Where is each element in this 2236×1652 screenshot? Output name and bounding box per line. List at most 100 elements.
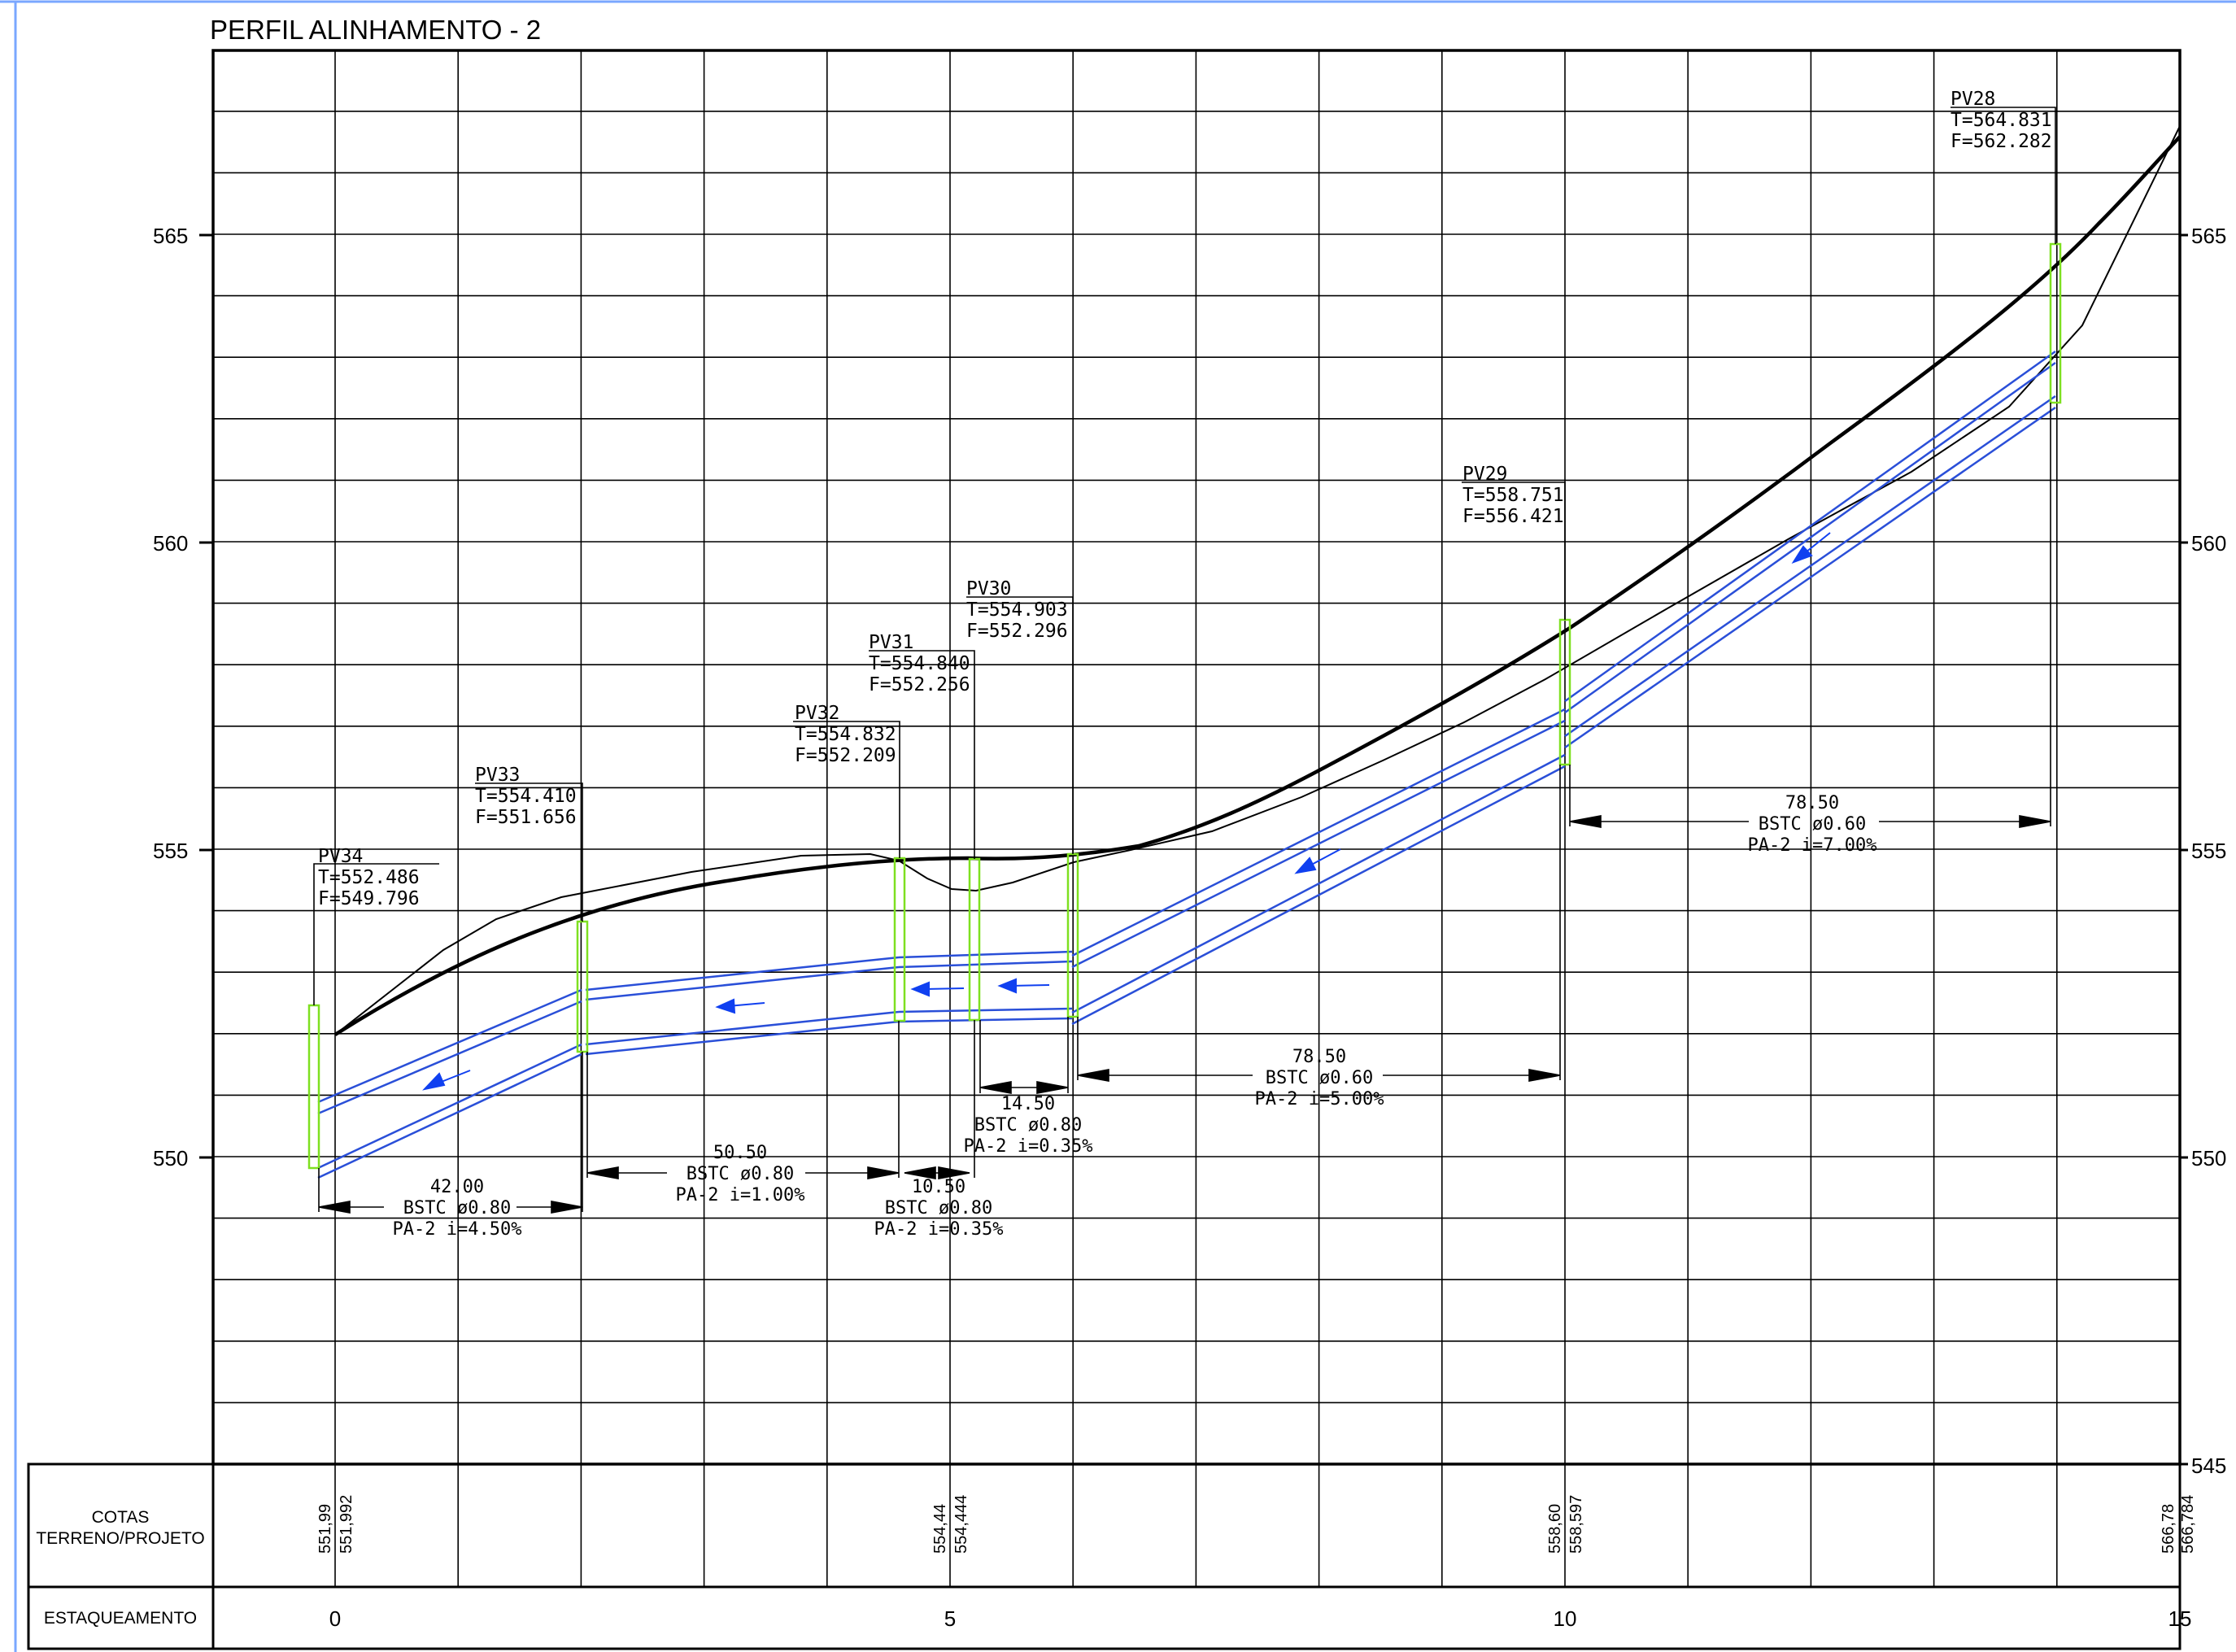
manhole-pv33 [576,920,589,1053]
segment-labels: 42.00 BSTC ø0.80 PA-2 i=4.50% 50.50 BSTC… [393,793,1877,1240]
segment-spec: BSTC ø0.60 [1759,814,1866,835]
pipe-top-3 [898,950,1073,959]
flow-arrow-head [1294,857,1317,874]
existing-terrain-line [334,125,2181,1035]
manhole-terrain: T=552.486 [318,867,420,888]
segment-length: 42.00 [430,1177,484,1197]
manhole-label-pv32: PV32 T=554.832 F=552.209 [795,703,896,766]
dimension-arrowhead [867,1166,900,1179]
flow-arrow-head [715,998,736,1014]
pipe-bot-5b [1564,406,2056,749]
dimension-arrowhead [938,1166,970,1179]
flow-arrow-shaft [922,987,965,990]
y-tick-label-right: 560 [2191,531,2226,556]
manhole-name: PV28 [1951,89,1995,110]
flow-arrows [422,532,1831,1091]
leader-pv28 [1951,107,2056,244]
y-tick-label-right: 550 [2191,1146,2226,1170]
dimension-arrowhead [979,1081,1012,1094]
flow-arrow-head [910,981,930,997]
segment-spec: BSTC ø0.80 [403,1198,511,1218]
segment-length: 78.50 [1785,793,1839,813]
y-tick-label-left: 550 [153,1146,188,1170]
leader-pv31 [869,650,975,859]
segment-spec: BSTC ø0.60 [1266,1068,1373,1088]
station-label: 0 [329,1606,341,1631]
y-tick-label-left: 560 [153,531,188,556]
cotas-label-line1: COTAS [92,1508,150,1527]
estaqueamento-label: ESTAQUEAMENTO [44,1609,197,1628]
dimension-arrowhead [1077,1069,1109,1082]
flow-arrow-head [422,1072,446,1091]
pipe-top-1 [317,988,582,1104]
project-elevation: 558,597 [1567,1495,1585,1554]
segment-slope: PA-2 i=7.00% [1748,835,1877,856]
segment-label-5: 78.50 BSTC ø0.60 PA-2 i=5.00% [1255,1047,1384,1109]
dimension-arrowhead [1528,1069,1561,1082]
manhole-terrain: T=554.840 [869,653,970,674]
manhole-label-pv30: PV30 T=554.903 F=552.296 [966,578,1068,642]
pipe-bot-1 [317,1000,582,1115]
segment-spec: BSTC ø0.80 [686,1164,794,1184]
segment-slope: PA-2 i=0.35% [964,1136,1093,1157]
drawing-title: PERFIL ALINHAMENTO - 2 [210,15,541,45]
segment-dimensions [318,403,2051,1214]
leader-pv34 [313,863,439,1005]
pipe-bot-3 [898,960,1073,969]
sewer-pipes [317,350,2056,1179]
manhole-bottom: F=556.421 [1462,506,1564,527]
manhole-bottom: F=552.296 [966,621,1068,642]
dimension-arrowhead [2019,815,2051,828]
y-axis-left: 565 560 555 550 [153,224,188,1170]
project-elevation: 566,784 [2179,1495,2197,1554]
station-label: 10 [1554,1606,1577,1631]
manhole-name: PV30 [966,578,1011,599]
manhole-bottom: F=549.796 [318,888,420,909]
manhole-bottom: F=551.656 [475,807,577,828]
dimension-arrowhead [904,1166,936,1179]
manhole-pv34 [307,1004,320,1170]
data-table [27,1462,2182,1650]
y-tick-label-right: 555 [2191,839,2226,863]
segment-length: 78.50 [1292,1047,1346,1067]
flow-arrow-head [1791,545,1813,564]
pipe-bot-2b [585,1020,900,1056]
pipe-bot-5 [1564,361,2056,714]
segment-slope: PA-2 i=4.50% [393,1219,522,1240]
leader-pv33 [475,782,583,922]
manhole-pv31 [968,857,981,1022]
table-frame [27,1462,2182,1650]
manhole-labels: PV34 T=552.486 F=549.796 PV33 T=554.410 … [318,89,2052,909]
pipe-top-5 [1564,350,2056,703]
segment-label-4: 14.50 BSTC ø0.80 PA-2 i=0.35% [964,1094,1093,1157]
manhole-bottom: F=552.209 [795,745,896,766]
dimension-arrowhead [586,1166,619,1179]
segment-label-2: 50.50 BSTC ø0.80 PA-2 i=1.00% [676,1143,805,1205]
dimension-arrowhead [551,1201,583,1214]
manhole-name: PV34 [318,846,363,867]
segment-length: 50.50 [713,1143,767,1163]
manhole-label-pv28: PV28 T=564.831 F=562.282 [1951,89,2052,152]
manhole-name: PV29 [1462,464,1507,485]
cotas-label-line2: TERRENO/PROJETO [36,1529,204,1548]
pipe-bot-4b [1071,765,1566,1026]
terrain-elevation: 554,44 [931,1504,949,1554]
pipe-top-1b [317,1043,582,1170]
terrain-elevation: 558,60 [1546,1504,1564,1554]
segment-label-1: 42.00 BSTC ø0.80 PA-2 i=4.50% [393,1177,522,1240]
manhole-terrain: T=554.410 [475,786,577,807]
manhole-name: PV33 [475,765,520,786]
pipe-top-2 [585,956,900,992]
manhole-bottom: F=562.282 [1951,131,2052,152]
project-elevation: 551,992 [338,1495,355,1554]
manhole-label-pv29: PV29 T=558.751 F=556.421 [1462,464,1564,527]
profile-grid [199,50,2188,1587]
segment-spec: BSTC ø0.80 [974,1115,1082,1135]
pipe-top-2b [585,1010,900,1046]
pipe-bot-3b [898,1017,1073,1023]
manhole-terrain: T=554.903 [966,599,1068,621]
y-tick-label-right: 565 [2191,224,2226,248]
station-label: 5 [944,1606,956,1631]
